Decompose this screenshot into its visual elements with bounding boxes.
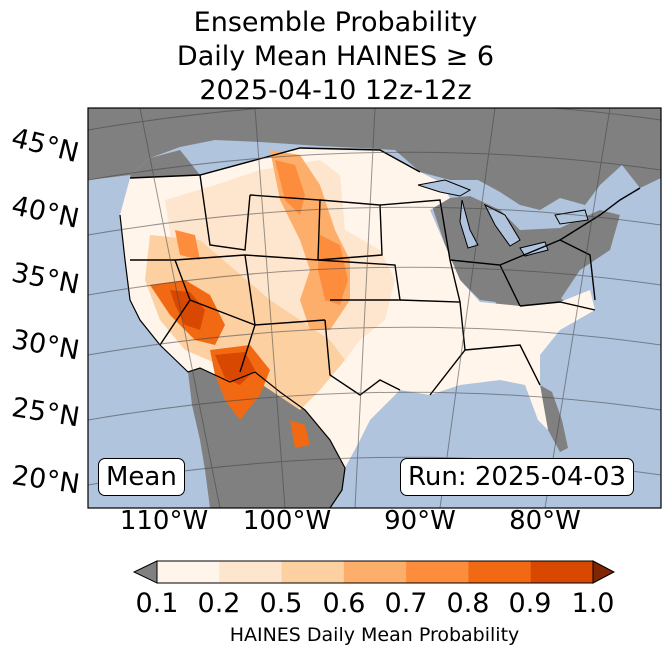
colorbar-segment-3 — [343, 561, 407, 583]
longitude-label-110: 110°W — [119, 506, 209, 536]
florida-masked-region — [540, 385, 568, 452]
colorbar-segment-1 — [219, 561, 283, 583]
great-lakes — [417, 179, 589, 257]
colorbar-segment-5 — [468, 561, 532, 583]
colorbar-segment-4 — [406, 561, 469, 583]
map-frame — [87, 107, 662, 509]
mean-label-box: Mean — [98, 458, 185, 496]
colorbar-frame — [156, 560, 594, 584]
longitude-label-90: 90°W — [384, 506, 456, 536]
map-title-line-3: 2025-04-10 12z-12z — [199, 75, 472, 106]
colorbar-tick-0.5: 0.5 — [259, 588, 303, 619]
map-title-line-1: Ensemble Probability — [193, 7, 478, 38]
longitude-label-100: 100°W — [242, 506, 332, 536]
colorbar-over-arrow — [592, 560, 616, 584]
canada-masked-region — [88, 108, 661, 210]
front-range-probability-0.7 — [175, 160, 348, 305]
colorbar-segment-0 — [157, 561, 220, 583]
colorbar-segment-2 — [281, 561, 345, 583]
colorbar-tick-1.0: 1.0 — [571, 588, 615, 619]
colorbar-tick-0.6: 0.6 — [322, 588, 366, 619]
arizona-probability-0.9 — [170, 290, 255, 385]
longitude-label-80: 80°W — [509, 506, 581, 536]
state-boundaries — [129, 147, 641, 396]
colorbar-tick-0.1: 0.1 — [135, 588, 179, 619]
colorbar-tick-0.7: 0.7 — [384, 588, 428, 619]
colorbar-under-arrow — [132, 560, 158, 584]
colorbar-tick-0.2: 0.2 — [197, 588, 241, 619]
map-title-line-2: Daily Mean HAINES ≥ 6 — [176, 41, 495, 72]
colorbar-segment-6 — [530, 561, 594, 583]
colorbar-tick-0.9: 0.9 — [508, 588, 552, 619]
plains-probability-0.2 — [165, 160, 395, 380]
colorbar-label: HAINES Daily Mean Probability — [229, 624, 520, 646]
southwest-probability-0.5 — [145, 235, 345, 410]
colorbar-tick-0.8: 0.8 — [446, 588, 490, 619]
run-date-box: Run: 2025-04-03 — [400, 458, 634, 496]
